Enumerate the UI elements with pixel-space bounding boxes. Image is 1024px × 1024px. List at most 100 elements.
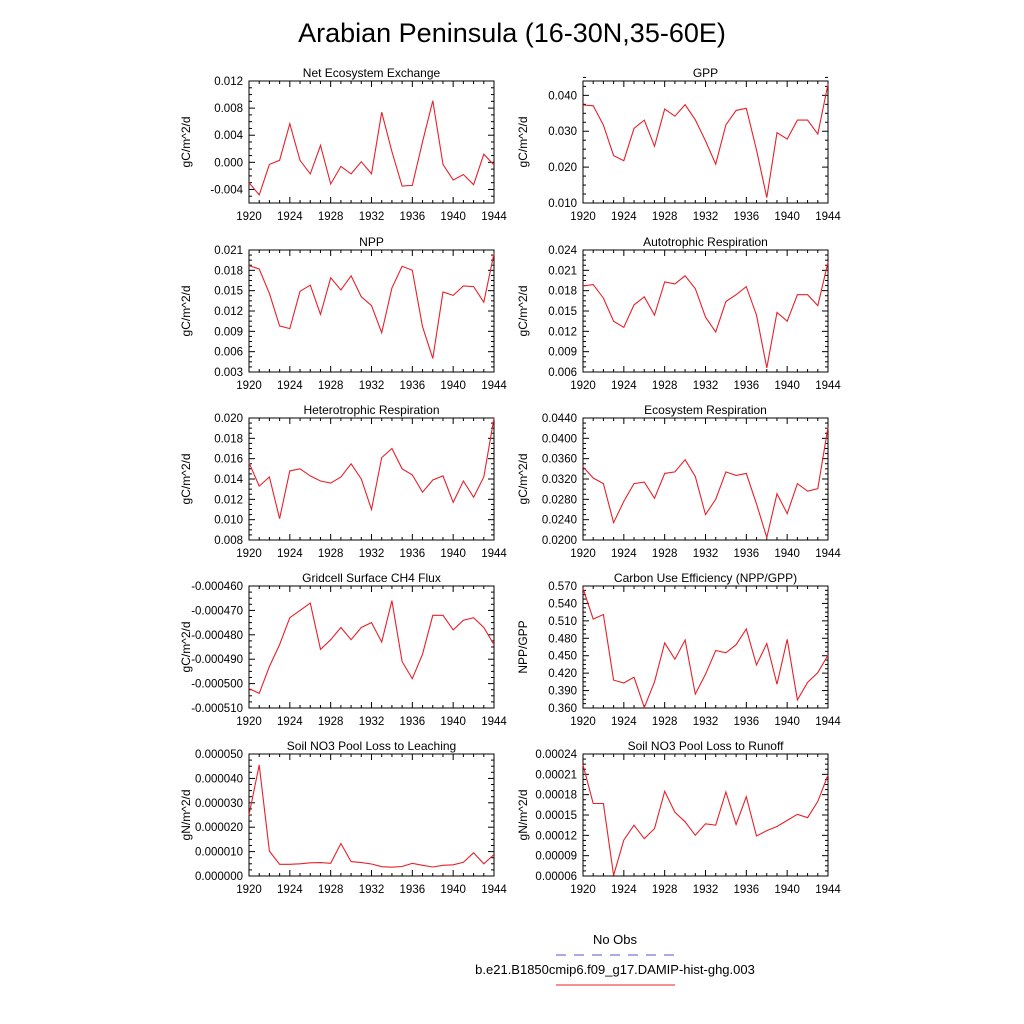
y-tick-label: 0.004 xyxy=(214,130,243,142)
y-tick-label: 0.012 xyxy=(214,306,243,318)
x-tick-label: 1924 xyxy=(277,548,303,560)
plot-frame xyxy=(248,753,495,877)
y-tick-label: -0.004 xyxy=(210,184,243,196)
y-tick-label: 0.0440 xyxy=(542,413,577,425)
y-tick-label: 0.015 xyxy=(214,286,243,298)
x-tick-label: 1944 xyxy=(481,716,507,728)
x-tick-label: 1940 xyxy=(440,884,466,896)
chart-panel-6: Gridcell Surface CH4 Flux gC/m^2/d 1920 192… xyxy=(179,571,507,728)
x-tick-label: 1940 xyxy=(774,884,800,896)
plot-frame xyxy=(248,417,495,541)
y-tick-label: 0.00015 xyxy=(535,810,577,822)
x-tick-label: 1944 xyxy=(481,884,507,896)
y-tick-label: 0.040 xyxy=(548,90,577,102)
panel-title: Gridcell Surface CH4 Flux xyxy=(302,571,441,585)
x-tick-label: 1944 xyxy=(815,548,841,560)
chart-panel-4: Heterotrophic Respiration gC/m^2/d 1920 192… xyxy=(179,403,507,560)
y-tick-label: 0.021 xyxy=(214,245,243,257)
y-tick-label: 0.006 xyxy=(214,347,243,359)
x-tick-label: 1932 xyxy=(359,211,385,223)
x-tick-label: 1920 xyxy=(570,884,596,896)
y-tick-label: 0.0280 xyxy=(542,494,577,506)
x-tick-label: 1924 xyxy=(277,380,303,392)
x-tick-label: 1924 xyxy=(611,548,637,560)
y-tick-label: 0.006 xyxy=(548,367,577,379)
x-tick-label: 1932 xyxy=(693,548,719,560)
y-tick-label: 0.020 xyxy=(548,162,577,174)
y-tick-label: 0.018 xyxy=(214,433,243,445)
y-tick-label: -0.000490 xyxy=(191,654,243,666)
y-tick-label: 0.0320 xyxy=(542,474,577,486)
y-tick-label: 0.000000 xyxy=(195,871,243,883)
x-tick-label: 1932 xyxy=(693,211,719,223)
legend-label-obs: No Obs xyxy=(593,932,638,947)
x-tick-label: 1928 xyxy=(652,548,678,560)
x-tick-label: 1936 xyxy=(734,716,760,728)
x-tick-label: 1924 xyxy=(611,380,637,392)
x-tick-label: 1932 xyxy=(693,716,719,728)
x-tick-label: 1924 xyxy=(611,211,637,223)
panel-title: GPP xyxy=(693,66,718,80)
series-line xyxy=(248,253,495,359)
panel-title: Autotrophic Respiration xyxy=(643,235,768,249)
x-tick-label: 1940 xyxy=(774,211,800,223)
y-tick-label: 0.030 xyxy=(548,126,577,138)
y-tick-label: 0.000030 xyxy=(195,798,243,810)
x-tick-label: 1928 xyxy=(652,380,678,392)
series-line xyxy=(582,588,829,709)
x-tick-label: 1936 xyxy=(400,716,426,728)
x-tick-label: 1928 xyxy=(652,211,678,223)
chart-panel-8: Soil NO3 Pool Loss to Leaching gN/m^2/d 19… xyxy=(179,739,507,896)
plot-frame xyxy=(582,753,829,877)
x-tick-label: 1920 xyxy=(236,548,262,560)
y-tick-label: 0.00024 xyxy=(535,749,577,761)
y-tick-label: 0.420 xyxy=(548,668,577,680)
panel-title: Soil NO3 Pool Loss to Runoff xyxy=(628,739,785,753)
y-tick-label: 0.021 xyxy=(548,265,577,277)
x-tick-label: 1944 xyxy=(481,548,507,560)
x-tick-label: 1936 xyxy=(400,884,426,896)
chart-panel-1: GPP gC/m^2/d 1920 1924 1928 1932 1936 1940 1944 0… xyxy=(516,66,841,223)
x-tick-label: 1936 xyxy=(734,884,760,896)
x-tick-label: 1924 xyxy=(277,884,303,896)
y-tick-label: 0.012 xyxy=(548,326,577,338)
x-tick-label: 1928 xyxy=(652,884,678,896)
x-tick-label: 1944 xyxy=(481,211,507,223)
series-line xyxy=(248,100,495,197)
y-axis-label: gC/m^2/d xyxy=(516,117,530,168)
x-tick-label: 1940 xyxy=(440,548,466,560)
x-tick-label: 1944 xyxy=(815,211,841,223)
plot-frame xyxy=(582,417,829,541)
plot-frame xyxy=(248,80,495,204)
x-tick-label: 1920 xyxy=(236,380,262,392)
y-tick-label: 0.012 xyxy=(214,494,243,506)
x-tick-label: 1920 xyxy=(570,716,596,728)
chart-panel-0: Net Ecosystem Exchange gC/m^2/d 1920 1924 19… xyxy=(179,66,507,223)
series-line xyxy=(248,764,495,868)
x-tick-label: 1944 xyxy=(815,380,841,392)
y-tick-label: -0.000510 xyxy=(191,703,243,715)
y-tick-label: 0.008 xyxy=(214,103,243,115)
y-tick-label: 0.000010 xyxy=(195,847,243,859)
y-tick-label: 0.510 xyxy=(548,616,577,628)
x-tick-label: 1940 xyxy=(440,716,466,728)
y-tick-label: 0.010 xyxy=(214,515,243,527)
x-tick-label: 1924 xyxy=(277,211,303,223)
x-tick-label: 1932 xyxy=(359,548,385,560)
y-tick-label: 0.360 xyxy=(548,703,577,715)
y-tick-label: 0.016 xyxy=(214,454,243,466)
x-tick-label: 1928 xyxy=(318,548,344,560)
y-tick-label: 0.018 xyxy=(548,286,577,298)
x-tick-label: 1920 xyxy=(236,211,262,223)
y-axis-label: gC/m^2/d xyxy=(179,622,193,673)
x-tick-label: 1936 xyxy=(734,548,760,560)
x-tick-label: 1924 xyxy=(277,716,303,728)
x-tick-label: 1928 xyxy=(318,380,344,392)
y-tick-label: 0.010 xyxy=(548,198,577,210)
chart-panel-2: NPP gC/m^2/d 1920 1924 1928 1932 1936 1940 1944 0… xyxy=(179,235,507,392)
series-line xyxy=(248,600,495,695)
y-axis-label: gN/m^2/d xyxy=(516,790,530,841)
series-line xyxy=(582,764,829,876)
y-tick-label: 0.008 xyxy=(214,535,243,547)
